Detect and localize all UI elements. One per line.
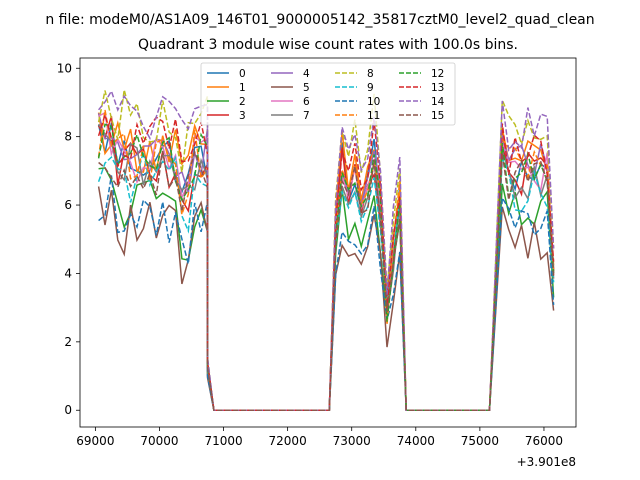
legend-label-1: 1 [239, 82, 246, 94]
x-tick-label: 69000 [76, 434, 114, 448]
x-tick-label: 71000 [204, 434, 242, 448]
series-line-14 [98, 89, 555, 411]
legend-label-12: 12 [431, 68, 444, 80]
y-tick-label: 6 [64, 198, 72, 212]
x-tick-label: 72000 [269, 434, 307, 448]
legend-label-13: 13 [431, 82, 444, 94]
legend-label-15: 15 [431, 110, 444, 122]
x-tick-label: 74000 [397, 434, 435, 448]
legend-label-8: 8 [367, 68, 374, 80]
series-layer [97, 89, 555, 411]
legend-label-5: 5 [303, 82, 310, 94]
figure-suptitle: n file: modeM0/AS1A09_146T01_9000005142_… [45, 12, 594, 28]
legend-label-9: 9 [367, 82, 374, 94]
legend-label-2: 2 [239, 96, 246, 108]
legend-label-14: 14 [431, 96, 445, 108]
chart-title: Quadrant 3 module wise count rates with … [138, 37, 518, 53]
series-line-13 [97, 112, 555, 411]
legend-label-0: 0 [239, 68, 246, 80]
series-line-12 [97, 123, 555, 411]
legend-label-7: 7 [303, 110, 310, 122]
legend-label-6: 6 [303, 96, 310, 108]
series-line-15 [98, 149, 555, 411]
legend-label-3: 3 [239, 110, 246, 122]
y-tick-label: 8 [64, 130, 72, 144]
axes-frame [79, 57, 577, 428]
legend-box [200, 62, 456, 126]
y-tick-label: 4 [64, 266, 72, 280]
x-tick-label: 70000 [140, 434, 178, 448]
y-tick-label: 0 [64, 403, 72, 417]
y-tick-label: 2 [64, 335, 72, 349]
x-axis: 69000 70000 71000 72000 73000 74000 75000 76000 [76, 427, 563, 448]
x-tick-label: 75000 [461, 434, 499, 448]
legend-label-4: 4 [303, 68, 310, 80]
legend-label-10: 10 [367, 96, 380, 108]
x-offset-label: +3.901e8 [517, 455, 576, 469]
y-tick-label: 10 [57, 61, 72, 75]
x-tick-label: 76000 [525, 434, 563, 448]
legend-label-11: 11 [367, 110, 380, 122]
x-tick-label: 73000 [333, 434, 371, 448]
y-axis: 0 2 4 6 8 10 [57, 61, 80, 417]
